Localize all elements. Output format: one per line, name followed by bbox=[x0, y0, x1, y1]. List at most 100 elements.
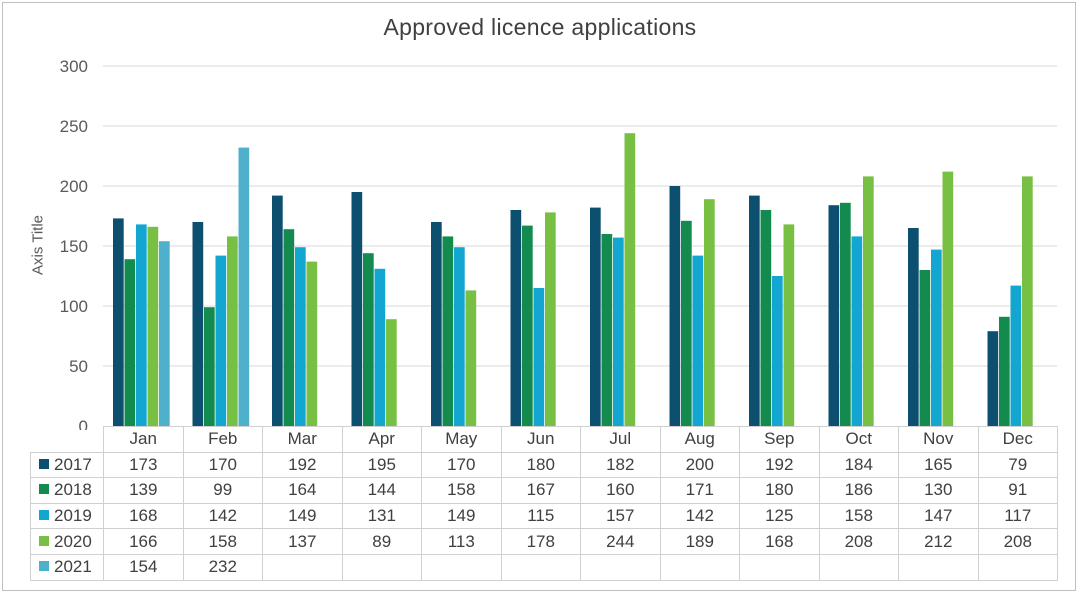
table-cell: 131 bbox=[341, 502, 422, 530]
bar-2020-jul bbox=[624, 133, 636, 426]
y-tick-label: 250 bbox=[60, 117, 88, 136]
table-cell: 125 bbox=[739, 502, 820, 530]
x-tick-label: Jul bbox=[580, 426, 661, 453]
table-cell: 164 bbox=[262, 477, 343, 504]
table-cell: 115 bbox=[500, 502, 581, 530]
legend-swatch bbox=[39, 510, 49, 521]
bar-2017-dec bbox=[987, 331, 999, 426]
bar-2018-jul bbox=[601, 234, 613, 426]
bar-2017-apr bbox=[351, 192, 363, 426]
legend-swatch bbox=[39, 458, 49, 469]
table-cell bbox=[739, 553, 820, 581]
bar-2019-mar bbox=[295, 247, 306, 426]
table-cell: 180 bbox=[739, 477, 820, 504]
bar-2019-sep bbox=[772, 276, 783, 426]
table-cell: 232 bbox=[182, 553, 263, 581]
table-cell: 158 bbox=[818, 502, 899, 530]
table-cell: 173 bbox=[103, 451, 184, 479]
table-cell: 168 bbox=[739, 528, 820, 555]
y-tick-label: 50 bbox=[69, 357, 88, 376]
table-cell: 168 bbox=[103, 502, 184, 530]
x-tick-label: Jan bbox=[103, 426, 184, 453]
bar-2017-sep bbox=[749, 195, 760, 426]
series-name: 2020 bbox=[54, 531, 92, 551]
bar-2018-dec bbox=[999, 316, 1010, 426]
table-cell: 142 bbox=[182, 502, 263, 530]
table-cell: 139 bbox=[103, 477, 184, 504]
table-cell: 192 bbox=[739, 451, 820, 479]
chart-plot: 0 50 100 150 200 250 300 bbox=[60, 57, 1057, 430]
x-tick-label: May bbox=[421, 426, 502, 453]
x-tick-label: Oct bbox=[818, 426, 899, 453]
series-name: 2021 bbox=[54, 557, 92, 577]
table-cell: 147 bbox=[898, 502, 979, 530]
bar-2019-oct bbox=[851, 236, 863, 426]
table-cell: 195 bbox=[341, 451, 422, 479]
table-cell bbox=[977, 553, 1058, 581]
bar-2017-jan bbox=[113, 218, 124, 426]
table-cell: 144 bbox=[341, 477, 422, 504]
y-tick-label: 0 bbox=[79, 417, 88, 430]
series-name: 2019 bbox=[54, 506, 92, 526]
y-tick-label: 150 bbox=[60, 237, 88, 256]
legend-swatch bbox=[39, 484, 49, 495]
bar-2019-jan bbox=[136, 224, 147, 426]
table-cell: 178 bbox=[500, 528, 581, 555]
bar-2020-aug bbox=[704, 199, 715, 426]
table-cell: 184 bbox=[818, 451, 899, 479]
bar-2018-apr bbox=[363, 253, 374, 426]
bar-2018-oct bbox=[840, 202, 851, 426]
table-cell: 189 bbox=[659, 528, 740, 555]
table-cell: 180 bbox=[500, 451, 581, 479]
legend-swatch bbox=[39, 561, 49, 572]
x-tick-label: Feb bbox=[182, 426, 263, 453]
table-cell: 91 bbox=[977, 477, 1058, 504]
table-cell: 158 bbox=[182, 528, 263, 555]
bar-2020-jan bbox=[147, 226, 159, 426]
table-cell: 137 bbox=[262, 528, 343, 555]
bar-2017-oct bbox=[828, 205, 840, 426]
table-cell: 208 bbox=[977, 528, 1058, 555]
bar-2020-nov bbox=[942, 171, 954, 426]
y-tick-label: 300 bbox=[60, 57, 88, 76]
bar-2018-sep bbox=[760, 210, 772, 426]
table-cell bbox=[341, 553, 422, 581]
table-cell bbox=[421, 553, 502, 581]
table-cell: 130 bbox=[898, 477, 979, 504]
bar-2017-jul bbox=[590, 207, 601, 426]
table-cell bbox=[500, 553, 581, 581]
table-cell bbox=[659, 553, 740, 581]
y-tick-label: 200 bbox=[60, 177, 88, 196]
table-cell: 192 bbox=[262, 451, 343, 479]
bar-2017-nov bbox=[908, 228, 919, 426]
bar-2018-jun bbox=[522, 225, 533, 426]
bar-2018-nov bbox=[919, 270, 931, 426]
table-cell: 170 bbox=[182, 451, 263, 479]
table-cell bbox=[898, 553, 979, 581]
bar-2021-jan bbox=[159, 241, 170, 426]
bar-2017-aug bbox=[669, 186, 681, 426]
table-row: 2020 166 158 137 89 113 178 244 189 168 208 212 208 bbox=[30, 528, 1058, 555]
table-cell: 244 bbox=[580, 528, 661, 555]
bar-2020-sep bbox=[783, 224, 795, 426]
x-tick-label: Dec bbox=[977, 426, 1058, 453]
bar-2020-jun bbox=[545, 212, 556, 426]
table-cell: 113 bbox=[421, 528, 502, 555]
table-cell bbox=[262, 553, 343, 581]
table-row: 2017 173 170 192 195 170 180 182 200 192 184 165 79 bbox=[30, 451, 1058, 479]
table-cell bbox=[818, 553, 899, 581]
bar-2017-jun bbox=[510, 210, 522, 426]
table-cell: 208 bbox=[818, 528, 899, 555]
table-cell: 157 bbox=[580, 502, 661, 530]
x-tick-label: Aug bbox=[659, 426, 740, 453]
table-cell: 99 bbox=[182, 477, 263, 504]
table-cell: 117 bbox=[977, 502, 1058, 530]
bar-2018-feb bbox=[204, 307, 215, 426]
table-cell: 186 bbox=[818, 477, 899, 504]
x-tick-label: Mar bbox=[262, 426, 343, 453]
series-name: 2018 bbox=[54, 480, 92, 500]
table-cell: 149 bbox=[421, 502, 502, 530]
legend-entry: 2019 bbox=[30, 502, 104, 530]
bar-2019-apr bbox=[374, 268, 386, 426]
legend-entry: 2018 bbox=[30, 477, 104, 504]
